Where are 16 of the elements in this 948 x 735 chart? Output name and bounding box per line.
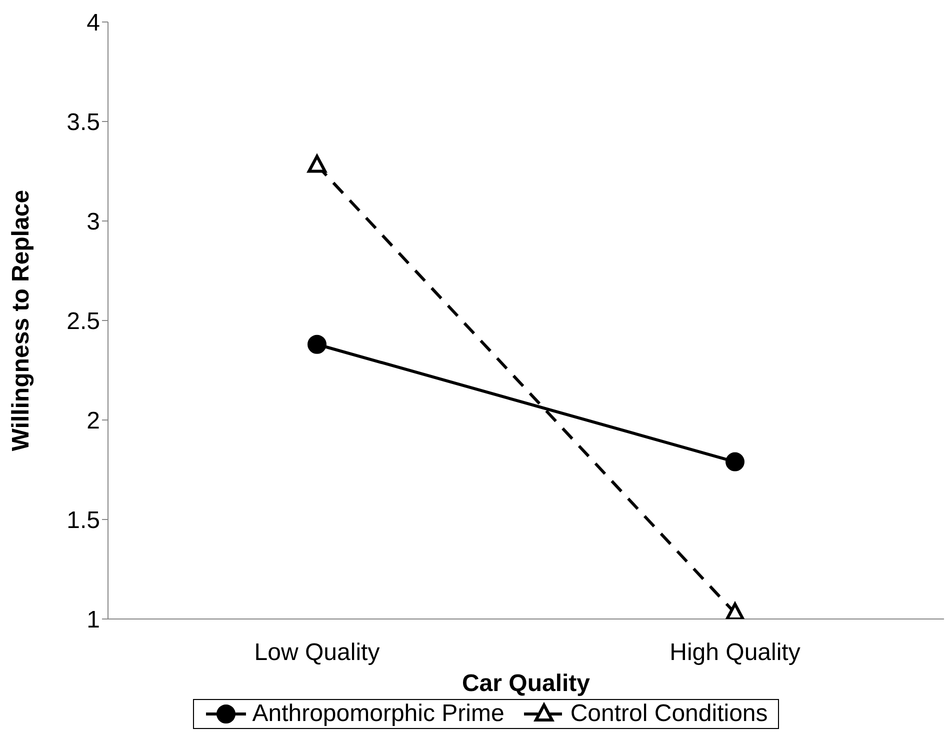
x-axis-title: Car Quality — [462, 670, 591, 697]
y-tick-label: 4 — [86, 10, 100, 37]
y-tick-label: 1.5 — [66, 507, 100, 534]
y-tick-label: 3.5 — [66, 109, 100, 136]
point — [308, 334, 326, 354]
y-tick-label: 1 — [86, 606, 100, 634]
y-tick-label: 2 — [86, 408, 100, 435]
point — [726, 452, 744, 472]
y-axis-title: Willingness to Replace — [8, 190, 35, 452]
point — [308, 154, 326, 173]
y-tick-label: 3 — [86, 208, 100, 236]
legend-label: Anthropomorphic Prime — [252, 700, 504, 728]
x-tick-label: High Quality — [670, 639, 800, 666]
y-tick-label: 2.5 — [66, 308, 100, 336]
legend-label: Control Conditions — [570, 700, 768, 728]
x-tick-label: Low Quality — [254, 639, 380, 666]
